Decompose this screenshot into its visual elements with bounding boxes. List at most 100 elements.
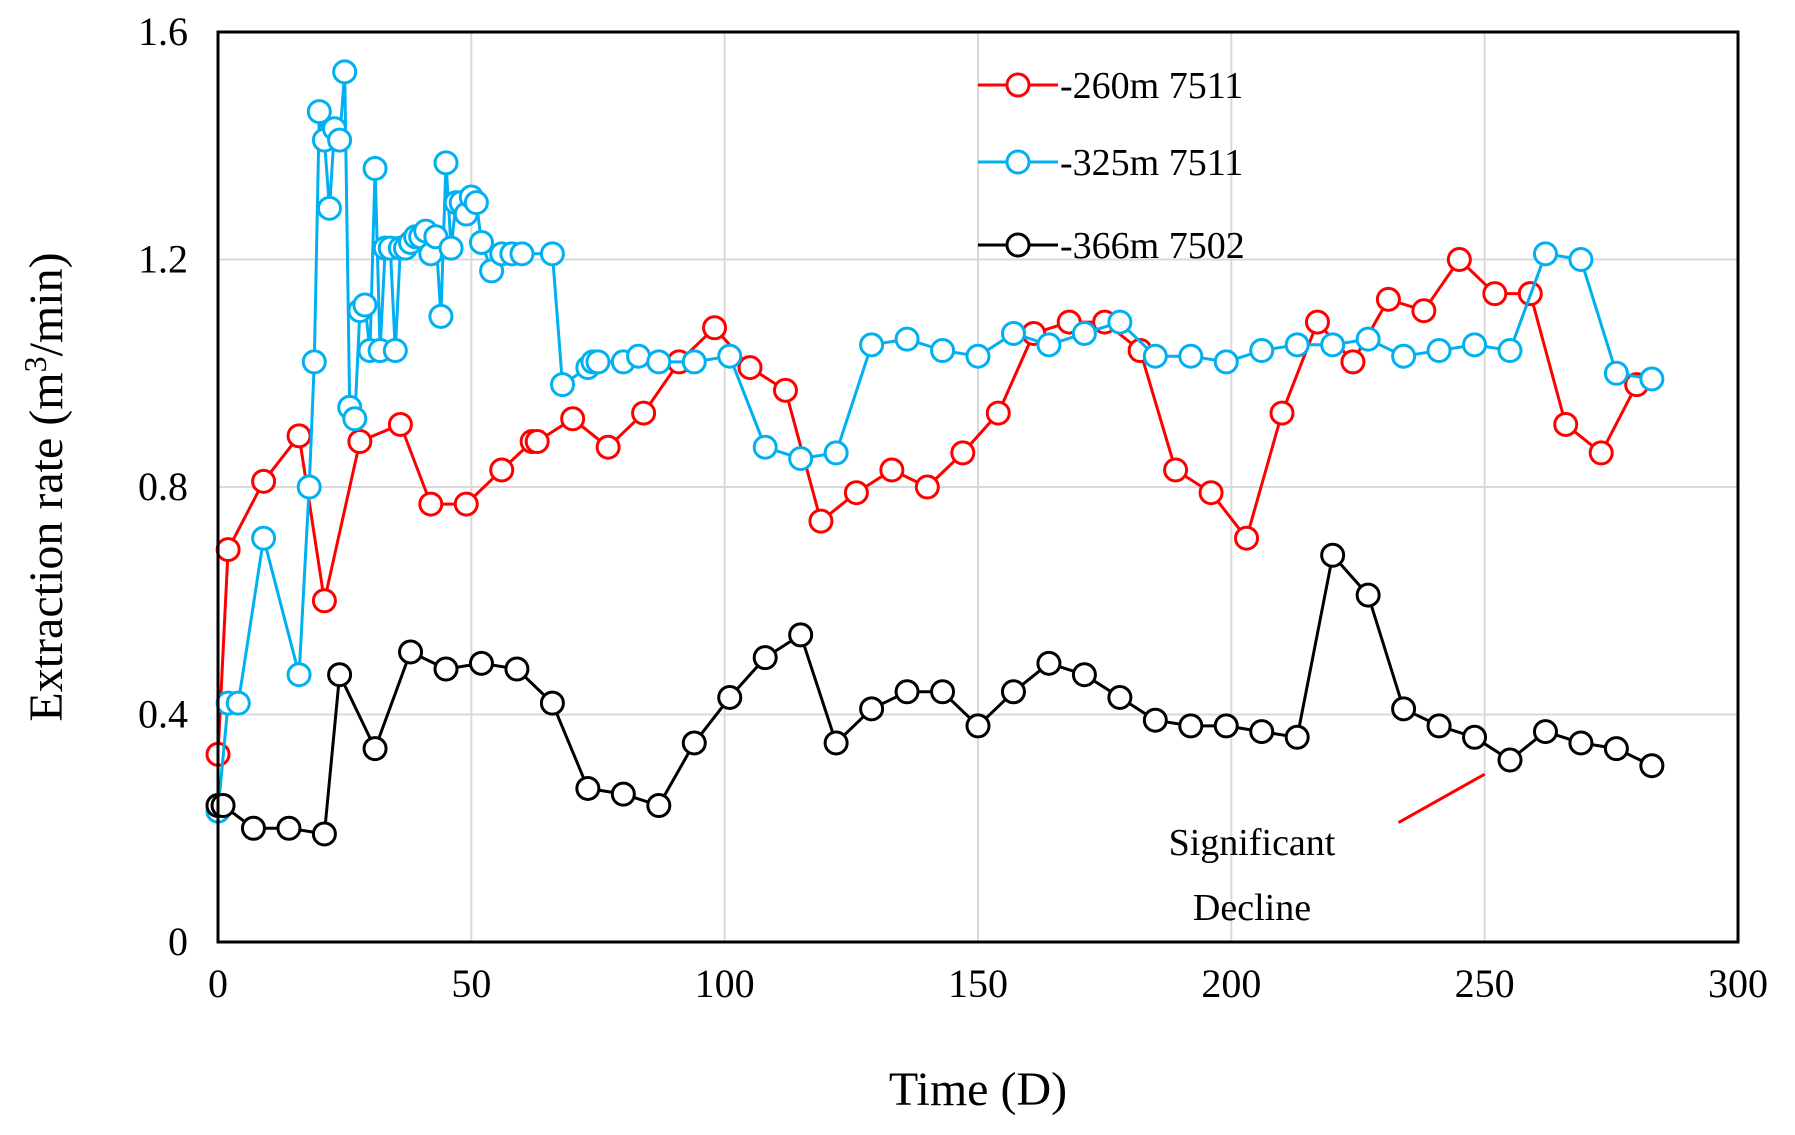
data-point bbox=[681, 730, 707, 756]
data-point bbox=[296, 474, 322, 500]
data-point bbox=[1375, 286, 1401, 312]
data-point bbox=[752, 434, 778, 460]
data-point bbox=[1249, 719, 1275, 745]
data-point bbox=[453, 491, 479, 517]
data-point bbox=[225, 690, 251, 716]
data-point bbox=[575, 775, 601, 801]
data-point bbox=[788, 622, 814, 648]
data-point bbox=[1426, 713, 1452, 739]
data-point bbox=[387, 411, 413, 437]
legend-marker bbox=[1005, 149, 1031, 175]
data-point bbox=[468, 650, 494, 676]
data-point bbox=[1000, 679, 1026, 705]
y-tick-label: 1.2 bbox=[138, 237, 188, 282]
data-point bbox=[1497, 338, 1523, 363]
data-point bbox=[1142, 707, 1168, 733]
data-point bbox=[808, 508, 834, 534]
data-point bbox=[894, 326, 920, 352]
data-point bbox=[433, 150, 459, 176]
data-point bbox=[646, 349, 672, 375]
legend: -260m 7511 -325m 7511 -366m 7502 bbox=[978, 65, 1245, 267]
data-point bbox=[468, 229, 494, 255]
data-point bbox=[382, 338, 408, 363]
data-point bbox=[1071, 320, 1097, 346]
data-point bbox=[717, 343, 743, 369]
data-point bbox=[1163, 457, 1189, 483]
y-axis-title-superscript: 3 bbox=[17, 356, 53, 372]
data-point bbox=[788, 446, 814, 472]
data-point bbox=[286, 423, 312, 449]
data-point bbox=[1588, 440, 1614, 466]
data-point bbox=[859, 696, 885, 722]
y-axis-title-main: Extraction rate (m bbox=[20, 372, 73, 721]
data-point bbox=[823, 440, 849, 466]
data-point bbox=[985, 400, 1011, 426]
series-1 bbox=[205, 247, 1650, 767]
data-point bbox=[950, 440, 976, 466]
data-point bbox=[418, 491, 444, 517]
data-point bbox=[301, 349, 327, 375]
data-point bbox=[681, 349, 707, 375]
data-point bbox=[1213, 713, 1239, 739]
data-point bbox=[1304, 309, 1330, 335]
data-point bbox=[1178, 343, 1204, 369]
data-point bbox=[914, 474, 940, 500]
data-point bbox=[1249, 338, 1275, 363]
data-point bbox=[1036, 332, 1062, 358]
data-point bbox=[433, 656, 459, 682]
data-point bbox=[352, 292, 378, 318]
data-point bbox=[560, 406, 586, 432]
data-point bbox=[1426, 338, 1452, 363]
data-point bbox=[610, 781, 636, 807]
x-tick-label: 150 bbox=[948, 961, 1008, 1006]
data-point bbox=[1355, 326, 1381, 352]
data-point bbox=[1462, 332, 1488, 358]
data-point bbox=[1107, 309, 1133, 335]
data-point bbox=[1497, 747, 1523, 773]
data-point bbox=[930, 679, 956, 705]
data-point bbox=[1482, 281, 1508, 307]
data-point bbox=[316, 195, 342, 221]
data-point bbox=[311, 588, 337, 614]
data-point bbox=[311, 821, 337, 847]
data-point bbox=[1178, 713, 1204, 739]
data-point bbox=[1000, 320, 1026, 346]
data-point bbox=[1532, 719, 1558, 745]
data-point bbox=[251, 468, 277, 494]
data-point bbox=[1234, 525, 1260, 551]
data-point bbox=[1198, 480, 1224, 506]
data-point bbox=[1355, 582, 1381, 608]
data-point bbox=[1411, 298, 1437, 324]
data-point bbox=[286, 662, 312, 688]
x-axis-title: Time (D) bbox=[889, 1063, 1067, 1116]
data-point bbox=[823, 730, 849, 756]
data-point bbox=[489, 457, 515, 483]
data-point bbox=[1639, 753, 1665, 779]
data-point bbox=[1036, 650, 1062, 676]
data-point bbox=[1568, 247, 1594, 272]
y-axis-title: Extraction rate (m3/min) bbox=[17, 252, 73, 721]
data-point bbox=[1462, 724, 1488, 750]
series-2 bbox=[205, 59, 1665, 824]
data-point bbox=[843, 480, 869, 506]
annotation-arrow bbox=[1397, 772, 1486, 824]
data-point bbox=[1107, 684, 1133, 710]
data-point bbox=[702, 315, 728, 341]
data-point bbox=[524, 429, 550, 454]
x-tick-label: 100 bbox=[695, 961, 755, 1006]
data-point bbox=[428, 303, 454, 329]
data-point bbox=[327, 127, 353, 153]
data-point bbox=[631, 400, 657, 426]
plot-frame bbox=[216, 30, 1740, 944]
annotation-line-1: Significant bbox=[1169, 822, 1336, 864]
data-point bbox=[438, 235, 464, 261]
data-point bbox=[965, 343, 991, 369]
legend-marker bbox=[1005, 232, 1031, 258]
legend-label: -366m 7502 bbox=[1060, 225, 1245, 267]
x-tick-label: 0 bbox=[208, 961, 228, 1006]
x-tick-label: 250 bbox=[1455, 961, 1515, 1006]
y-tick-label: 0.4 bbox=[138, 692, 188, 737]
data-point bbox=[646, 793, 672, 818]
annotation: Significant Decline bbox=[1169, 772, 1486, 929]
